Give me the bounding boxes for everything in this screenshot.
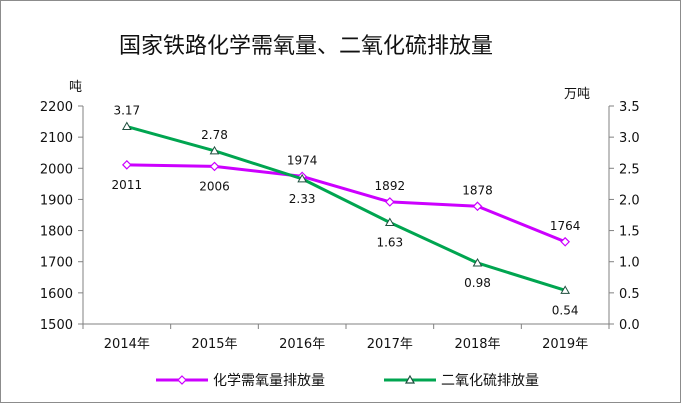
right-tick-label: 0.5	[619, 287, 640, 302]
data-point-so2	[121, 121, 132, 131]
data-point-so2	[560, 285, 571, 294]
data-point-cod	[472, 201, 483, 212]
right-tick-label: 1.0	[619, 256, 640, 271]
data-label-so2: 2.78	[201, 128, 228, 142]
series-layer	[121, 121, 571, 294]
left-tick-label: 1500	[40, 318, 73, 333]
data-point-so2	[297, 173, 308, 183]
legend-item-so2: 二氧化硫排放量	[384, 373, 539, 389]
x-tick-label: 2017年	[367, 337, 413, 352]
axes: 1500 1600 1700 1800 1900 2000 2100 2200 0.0 0.5 1.…	[40, 100, 640, 352]
data-label-cod: 2006	[199, 179, 230, 193]
series-line-so2	[126, 125, 566, 292]
series-line-cod	[126, 163, 566, 244]
data-label-so2: 1.63	[376, 235, 403, 249]
x-tick-label: 2018年	[454, 337, 500, 352]
left-axis-unit: 吨	[69, 80, 82, 95]
data-label-cod: 1974	[287, 153, 318, 167]
x-tick-label: 2016年	[279, 337, 325, 352]
left-tick-label: 2100	[40, 131, 73, 146]
legend: 化学需氧量排放量 二氧化硫排放量	[156, 373, 539, 389]
legend-label-cod: 化学需氧量排放量	[213, 373, 325, 389]
right-tick-label: 3.0	[619, 131, 640, 146]
legend-diamond-icon	[177, 375, 187, 385]
x-tick-label: 2015年	[191, 337, 237, 352]
legend-item-cod: 化学需氧量排放量	[156, 373, 325, 389]
right-tick-label: 2.0	[619, 193, 640, 208]
left-tick-label: 2000	[40, 162, 73, 177]
data-point-so2	[472, 257, 483, 267]
data-label-cod: 1878	[462, 183, 493, 197]
data-label-cod: 2011	[112, 178, 143, 192]
data-point-cod	[121, 160, 132, 170]
data-label-so2: 0.98	[464, 276, 491, 290]
legend-triangle-icon	[404, 374, 416, 384]
right-tick-label: 0.0	[619, 318, 640, 333]
left-tick-label: 1900	[40, 193, 73, 208]
data-point-cod	[384, 197, 395, 207]
data-label-so2: 3.17	[113, 104, 140, 118]
data-point-cod	[560, 236, 571, 247]
right-tick-label: 2.5	[619, 162, 640, 177]
left-tick-label: 1600	[40, 287, 73, 302]
data-labels: 2011 2006 1974 1892 1878 1764 3.17 2.78 2.33 1.63…	[112, 104, 581, 318]
data-point-so2	[384, 217, 395, 226]
data-label-cod: 1764	[550, 219, 581, 233]
right-tick-label: 1.5	[619, 225, 640, 240]
x-tick-label: 2019年	[542, 337, 588, 352]
left-tick-label: 2200	[40, 100, 73, 115]
left-tick-label: 1700	[40, 256, 73, 271]
data-label-so2: 2.33	[289, 192, 316, 206]
x-tick-label: 2014年	[104, 337, 150, 352]
data-label-so2: 0.54	[552, 303, 579, 317]
legend-label-so2: 二氧化硫排放量	[441, 373, 539, 389]
right-tick-label: 3.5	[619, 100, 640, 115]
data-point-cod	[209, 161, 220, 172]
left-tick-label: 1800	[40, 225, 73, 240]
chart-title: 国家铁路化学需氧量、二氧化硫排放量	[119, 34, 493, 59]
data-point-so2	[209, 145, 220, 155]
data-label-cod: 1892	[375, 179, 406, 193]
right-axis-unit: 万吨	[564, 87, 590, 102]
